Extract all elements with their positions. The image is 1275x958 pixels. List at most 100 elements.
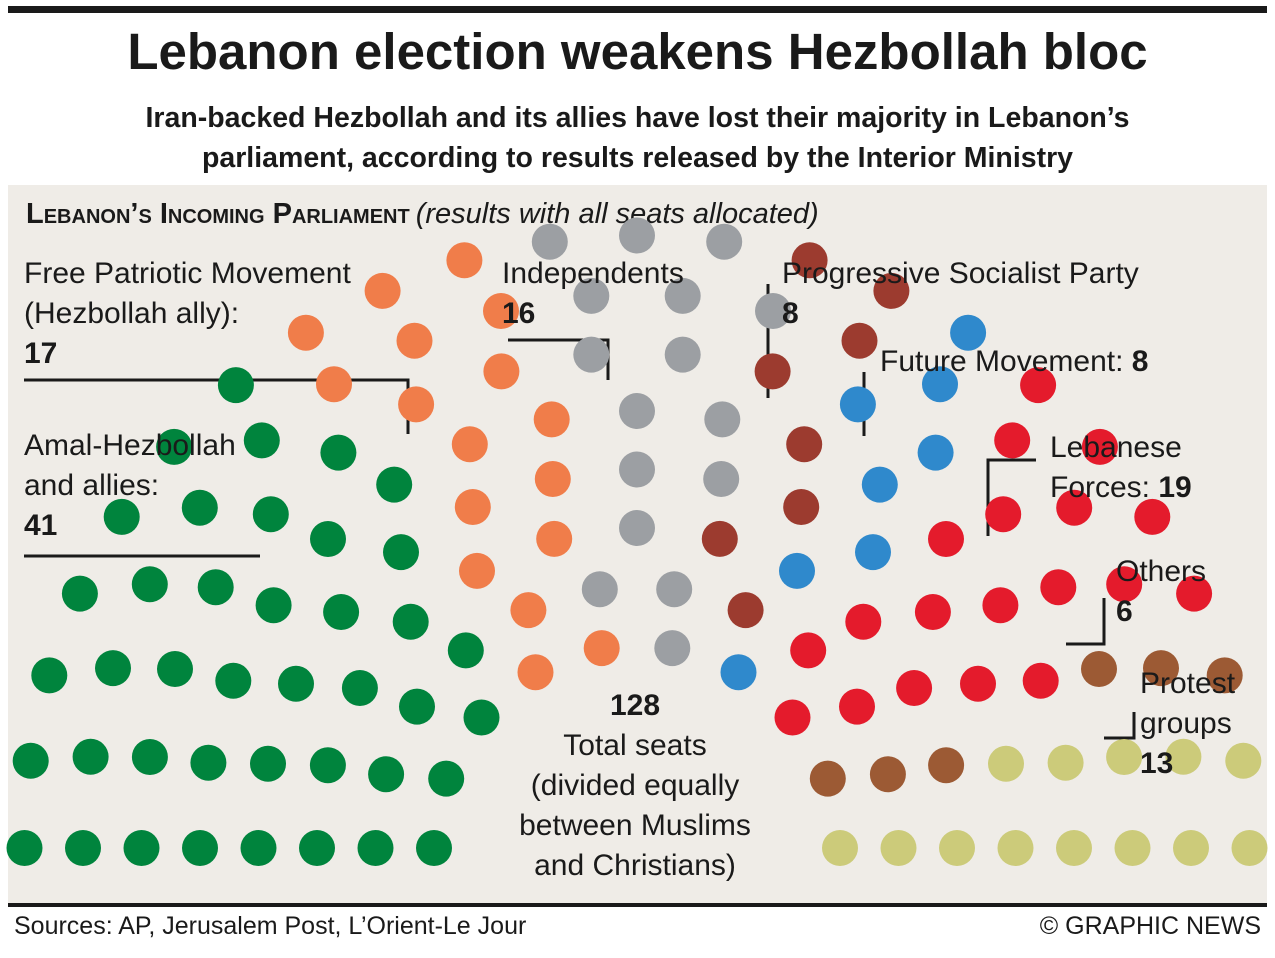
seat-dot-party-5 [1020,367,1057,404]
total-seats-line2: (divided equally [530,769,740,802]
seat-dot-party-7 [997,830,1034,866]
seat-dot-party-4 [720,654,757,691]
label-psp-line1: Progressive Socialist Party [782,257,1139,290]
total-seats-number: 128 [609,689,661,722]
seat-dot-party-5 [994,422,1031,459]
seat-dot-party-0 [243,422,280,459]
seat-dot-party-1 [534,461,571,497]
seat-dot-party-5 [839,688,875,725]
seat-dot-party-1 [287,314,324,351]
total-seats-label: 128 Total seats (divided equally between… [470,686,800,886]
seat-dot-party-5 [982,587,1019,624]
seat-dot-party-4 [950,314,987,351]
seat-dot-party-5 [1081,428,1118,465]
label-independents: Independents 16 [502,254,684,334]
seat-dot-party-7 [988,745,1024,782]
label-protest-seats: 13 [1140,747,1174,780]
seat-dot-party-0 [240,830,277,866]
seat-dot-party-0 [323,594,360,630]
page-subtitle: Iran-backed Hezbollah and its allies hav… [0,98,1275,178]
seat-dot-party-2 [531,223,568,260]
seat-dot-party-0 [215,662,252,699]
seat-dot-party-0 [392,603,429,640]
label-others: Others 6 [1116,552,1206,632]
seat-dot-party-2 [656,571,693,608]
seat-dot-party-0 [320,434,357,471]
seat-dot-party-7 [1056,830,1092,866]
seat-dot-party-7 [1047,744,1084,781]
seat-dot-party-3 [873,272,910,309]
seat-dot-party-1 [396,322,433,359]
label-amal-line1: Amal-Hezbollah [24,429,236,462]
seat-dot-party-3 [841,322,878,359]
label-future-seats: 8 [1131,345,1149,378]
seat-dot-party-5 [845,603,882,640]
label-lebanese-forces: Lebanese Forces: 19 [1050,428,1192,508]
seat-dot-party-5 [928,521,964,557]
seat-dot-party-0 [341,670,378,706]
label-future-line1: Future Movement: [880,345,1124,378]
seat-dot-party-0 [65,830,101,866]
seat-dot-party-0 [72,738,109,775]
seat-dot-party-0 [12,742,49,779]
seat-dot-party-0 [157,651,193,687]
label-independents-seats: 16 [502,297,536,330]
seat-dot-party-0 [357,830,394,866]
seat-dot-party-6 [1143,650,1179,687]
seat-dot-party-7 [1231,830,1268,866]
label-fpm-line2: (Hezbollah ally): [24,297,240,330]
seat-dot-party-0 [190,744,227,781]
bottom-rule [8,903,1267,907]
subtitle-line-1: Iran-backed Hezbollah and its allies hav… [145,102,1130,134]
seat-dot-party-0 [217,367,254,404]
seat-dot-party-2 [573,336,610,373]
seat-dot-party-0 [463,699,500,736]
label-lf-line2: Forces: [1050,471,1151,504]
seat-dot-party-0 [197,569,234,606]
seat-dot-party-1 [510,592,547,629]
seat-dot-party-6 [1081,651,1117,687]
seat-dot-party-5 [914,594,951,630]
seat-dot-party-5 [1176,575,1213,612]
seat-dot-party-0 [255,587,292,624]
seat-dot-party-0 [131,566,168,603]
seat-dot-party-2 [619,393,655,429]
seat-dot-party-0 [299,830,335,866]
seat-dot-party-0 [6,830,43,866]
seat-dot-party-7 [1225,742,1262,779]
seat-dot-party-1 [454,489,491,525]
label-others-seats: 6 [1116,595,1133,628]
seat-dot-party-2 [755,293,791,329]
seat-dot-party-7 [1165,738,1202,775]
credit-text: © GRAPHIC NEWS [1039,912,1261,940]
seat-dot-party-0 [428,760,465,797]
seat-dot-party-4 [922,366,958,403]
label-amal-line2: and allies: [24,469,160,502]
seat-dot-party-2 [573,277,610,314]
total-seats-line1: Total seats [563,729,707,762]
section-title: Lebanon’s Incoming Parliament (results wi… [26,198,819,231]
seat-dot-party-5 [985,496,1022,533]
seat-dot-party-4 [839,386,876,423]
seat-dot-party-0 [123,830,160,866]
label-future: Future Movement: 8 [880,342,1148,382]
seat-dot-party-5 [1022,662,1059,699]
seat-dot-party-0 [181,489,218,526]
seat-dot-party-0 [131,739,168,775]
seat-dot-party-3 [786,426,823,463]
label-protest-line2: groups [1140,707,1232,740]
seat-dot-party-3 [791,242,828,279]
seat-dot-party-5 [790,632,827,669]
seat-dot-party-0 [278,665,314,702]
seat-dot-party-0 [383,534,419,571]
label-psp-seats: 8 [782,297,799,330]
seat-dot-party-0 [252,496,289,533]
label-psp: Progressive Socialist Party 8 [782,254,1139,334]
seat-dots [6,217,1268,866]
seat-dot-party-0 [310,521,346,557]
seat-dot-party-5 [896,670,933,706]
seat-dot-party-5 [960,665,996,702]
label-protest-line1: Protest [1140,667,1236,700]
top-rule [8,6,1267,13]
